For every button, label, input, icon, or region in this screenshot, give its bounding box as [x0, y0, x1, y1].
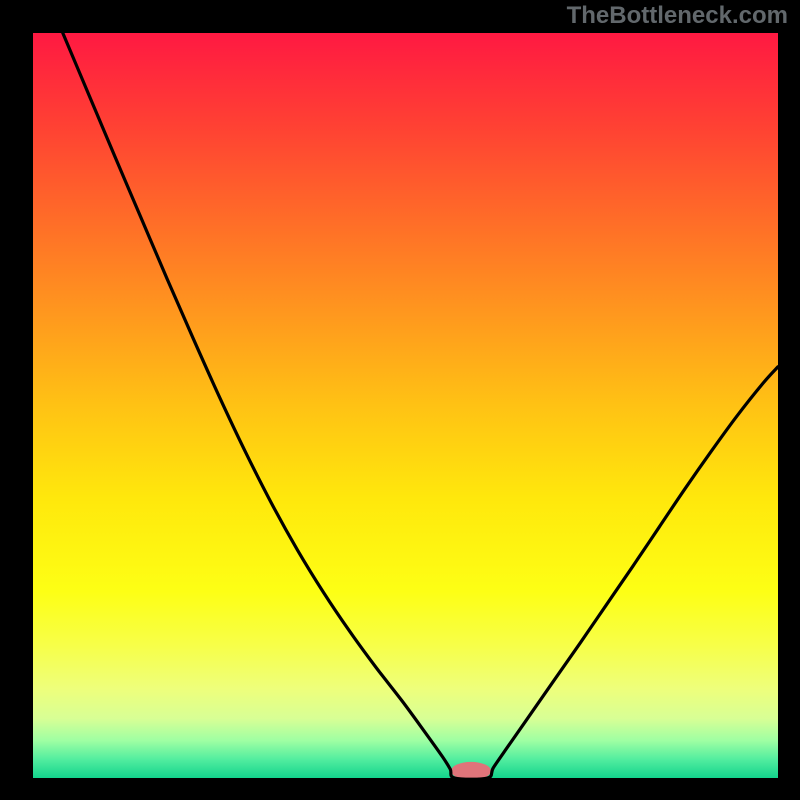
- plot-area: [33, 33, 778, 778]
- watermark-text: TheBottleneck.com: [567, 2, 788, 30]
- plot-svg: [33, 33, 778, 778]
- gradient-background: [33, 33, 778, 778]
